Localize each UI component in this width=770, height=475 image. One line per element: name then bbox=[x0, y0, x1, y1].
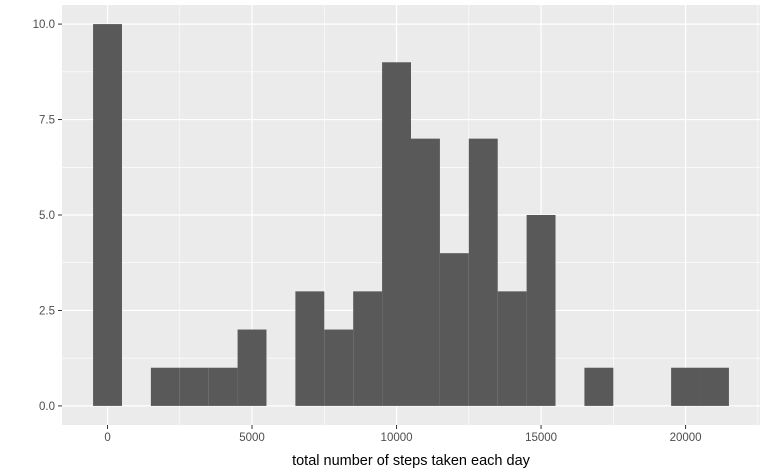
histogram-bar bbox=[208, 367, 238, 406]
x-tick-label: 5000 bbox=[239, 432, 265, 444]
y-tick-label: 10.0 bbox=[33, 19, 55, 31]
y-axis: 0.0 2.5 5.0 7.5 10.0 bbox=[33, 19, 62, 413]
histogram-bar bbox=[468, 138, 498, 406]
histogram-bar bbox=[150, 367, 180, 406]
histogram-bar bbox=[526, 215, 556, 406]
histogram-bar bbox=[671, 367, 701, 406]
x-tick-label: 0 bbox=[104, 432, 110, 444]
histogram-bar bbox=[324, 329, 354, 406]
y-tick-label: 5.0 bbox=[39, 210, 55, 222]
histogram-bar bbox=[295, 291, 325, 406]
histogram-bar bbox=[382, 62, 411, 406]
y-tick-label: 7.5 bbox=[39, 115, 55, 127]
histogram-bars bbox=[93, 24, 729, 406]
y-tick-label: 0.0 bbox=[39, 401, 55, 413]
histogram-bar bbox=[411, 138, 440, 406]
histogram-bar bbox=[584, 367, 614, 406]
histogram-bar bbox=[700, 367, 729, 406]
histogram-bar bbox=[353, 291, 383, 406]
x-axis-title: total number of steps taken each day bbox=[292, 453, 531, 469]
histogram-bar bbox=[179, 367, 209, 406]
histogram-bar bbox=[497, 291, 527, 406]
x-tick-label: 15000 bbox=[525, 432, 557, 444]
histogram-bar bbox=[439, 253, 469, 406]
histogram-bar bbox=[93, 24, 122, 406]
x-tick-label: 10000 bbox=[381, 432, 413, 444]
x-tick-label: 20000 bbox=[670, 432, 702, 444]
histogram-bar bbox=[237, 329, 267, 406]
y-tick-label: 2.5 bbox=[39, 305, 55, 317]
x-axis: 0 5000 10000 15000 20000 bbox=[104, 425, 702, 444]
